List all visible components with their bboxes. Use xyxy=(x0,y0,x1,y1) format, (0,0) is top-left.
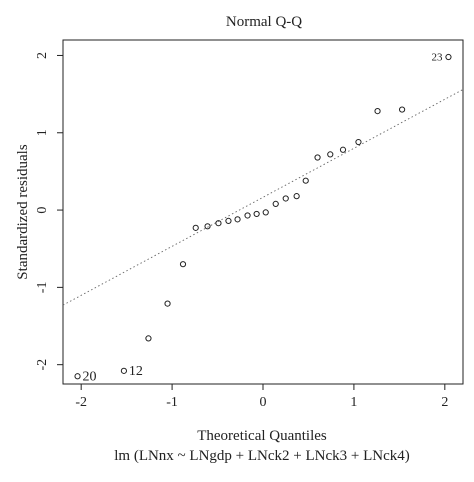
data-points: 20 12 23 xyxy=(74,52,452,384)
data-point xyxy=(262,209,269,216)
x-tick-label: 0 xyxy=(260,395,267,410)
y-tick-label: 2 xyxy=(35,52,50,59)
x-tick-label: -1 xyxy=(166,395,178,410)
y-tick-label: 0 xyxy=(35,207,50,214)
data-point xyxy=(293,193,300,200)
data-point xyxy=(234,216,241,223)
data-point xyxy=(120,367,128,374)
x-tick-label: 1 xyxy=(350,395,357,410)
data-point xyxy=(327,151,334,158)
data-point xyxy=(398,106,406,113)
data-point xyxy=(164,300,171,307)
y-axis: -2 -1 0 1 2 xyxy=(35,52,63,371)
data-point xyxy=(192,224,199,231)
data-point xyxy=(179,261,187,268)
y-tick-label: -1 xyxy=(35,282,50,294)
point-label: 12 xyxy=(129,364,143,379)
point-label: 23 xyxy=(431,52,443,64)
data-point xyxy=(302,177,309,184)
data-point xyxy=(244,212,251,219)
chart-subtitle: lm (LNnx ~ LNgdp + LNck2 + LNck3 + LNck4… xyxy=(114,448,410,464)
data-point xyxy=(374,108,381,115)
x-axis-label: Theoretical Quantiles xyxy=(197,428,327,444)
data-point xyxy=(74,373,81,380)
x-tick-label: 2 xyxy=(441,395,448,410)
y-tick-label: 1 xyxy=(35,129,50,136)
data-point xyxy=(272,200,279,207)
data-point xyxy=(339,146,347,153)
chart-title: Normal Q-Q xyxy=(226,14,302,30)
y-tick-label: -2 xyxy=(35,359,50,371)
data-point xyxy=(204,223,211,230)
data-point xyxy=(225,217,232,224)
data-point xyxy=(282,195,289,202)
data-point xyxy=(314,154,321,161)
x-tick-label: -2 xyxy=(75,395,87,410)
data-point xyxy=(215,220,222,227)
point-label: 20 xyxy=(83,369,97,384)
x-axis: -2 -1 0 1 2 xyxy=(75,384,448,410)
data-point xyxy=(445,53,452,61)
data-point xyxy=(355,138,362,146)
y-axis-label: Standardized residuals xyxy=(15,144,31,280)
data-point xyxy=(145,335,152,342)
reference-line xyxy=(62,89,464,306)
data-point xyxy=(253,210,260,218)
